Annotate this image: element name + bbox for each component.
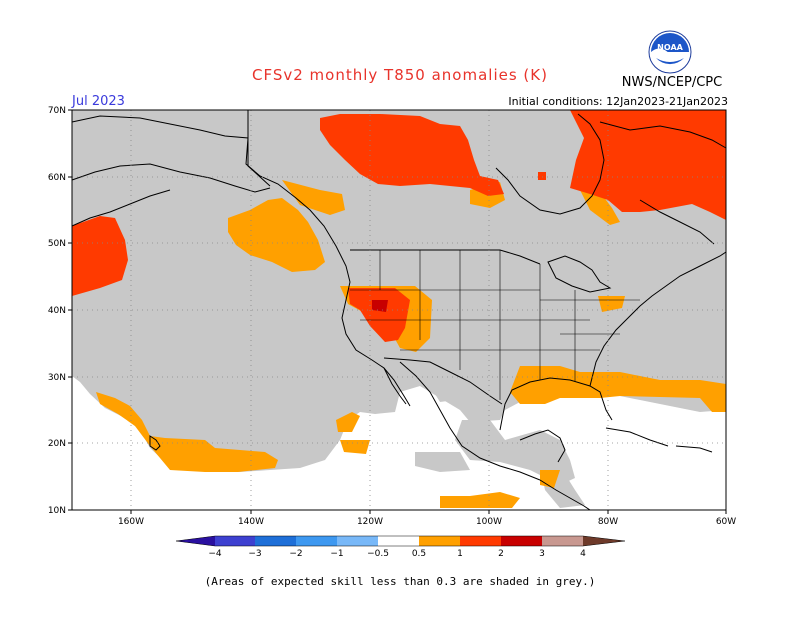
lon-label: 140W (238, 517, 264, 527)
anomaly-region (372, 300, 388, 312)
anomaly-region (538, 172, 546, 180)
anomaly-region (520, 384, 540, 392)
coastline-labrador (639, 199, 715, 245)
colorbar-tick: −4 (208, 549, 222, 559)
colorbar-tick: 0.5 (412, 549, 426, 559)
anomaly-region (228, 198, 325, 272)
lat-label: 70N (48, 106, 66, 116)
skill-mask-south-c (430, 386, 455, 402)
border-alaska-canada (247, 110, 271, 187)
anomaly-region (320, 114, 504, 196)
colorbar-swatch (501, 536, 542, 546)
coastline-east-us (589, 251, 727, 387)
tick-marks (68, 109, 727, 514)
colorbar-tick: −3 (248, 549, 261, 559)
anomaly-region (72, 216, 128, 296)
coastline-great-lakes (547, 255, 612, 293)
colorbar-swatch (542, 536, 583, 546)
lon-label: 80W (598, 517, 618, 527)
map-title: CFSv2 monthly T850 anomalies (K) (252, 66, 548, 84)
coastline-gulf (499, 377, 613, 431)
anomaly-region (440, 492, 520, 508)
colorbar-swatch (460, 536, 501, 546)
anomaly-region (340, 440, 370, 454)
colorbar-swatch (215, 536, 255, 546)
coastlines (71, 110, 727, 511)
lon-labels: 160W 140W 120W 100W 80W 60W (118, 517, 736, 527)
colorbar-tick: 3 (539, 549, 545, 559)
colorbar-low-arrow (176, 536, 215, 546)
lon-label: 120W (357, 517, 383, 527)
skill-mask-south-b (415, 452, 470, 472)
colorbar-swatch (378, 536, 419, 546)
coastline-aleutians (71, 189, 171, 227)
lat-label: 60N (48, 173, 66, 183)
coastline-west-us (341, 281, 411, 407)
anomaly-region (348, 288, 410, 342)
coastline-hudson (495, 113, 605, 215)
anomaly-region (510, 366, 726, 412)
footnote: (Areas of expected skill less than 0.3 a… (204, 575, 596, 588)
lat-labels: 70N 60N 50N 40N 30N 20N 10N (48, 106, 66, 516)
coastline-central-america (539, 479, 591, 511)
lat-label: 50N (48, 239, 66, 249)
anomaly-region (570, 110, 726, 220)
agency-label: NWS/NCEP/CPC (621, 75, 723, 90)
forecast-month: Jul 2023 (72, 94, 125, 109)
colorbar-swatch (419, 536, 460, 546)
logo-text: NOAA (657, 43, 683, 52)
colorbar-tick: −1 (330, 549, 343, 559)
anomaly-darkred-layer (372, 300, 388, 312)
colorbar-tick: 1 (457, 549, 463, 559)
anomaly-region (580, 190, 620, 225)
lat-label: 40N (48, 306, 66, 316)
coastline-hawaii (149, 435, 161, 451)
coastline-yucatan (519, 429, 566, 463)
graticule (72, 110, 726, 510)
colorbar-tick: 2 (498, 549, 504, 559)
colorbar-tick: 4 (580, 549, 586, 559)
colorbar-tick: −0.5 (367, 549, 389, 559)
state-borders (350, 250, 640, 400)
coastline-cuba (605, 427, 669, 447)
colorbar-tick: −2 (289, 549, 302, 559)
coastline-mexico-west (399, 361, 541, 481)
anomaly-region (282, 180, 345, 215)
coastline-arctic (599, 121, 727, 149)
anomaly-red-layer (72, 110, 726, 342)
coastline-baja (383, 367, 407, 405)
anomaly-region (336, 412, 360, 432)
lat-label: 30N (48, 373, 66, 383)
coastline-alaska-south (71, 163, 271, 193)
coastline-hispaniola (675, 445, 713, 453)
noaa-logo: NOAA (648, 30, 692, 74)
lat-label: 20N (48, 439, 66, 449)
anomaly-region (96, 392, 278, 472)
colorbar-high-arrow (583, 536, 625, 546)
colorbar-swatch (296, 536, 337, 546)
border-us-mexico (383, 357, 503, 405)
lon-label: 60W (716, 517, 736, 527)
initial-conditions: Initial conditions: 12Jan2023-21Jan2023 (508, 95, 728, 108)
colorbar-swatch (337, 536, 378, 546)
colorbar-swatch (255, 536, 296, 546)
lat-label: 10N (48, 506, 66, 516)
lon-label: 160W (118, 517, 144, 527)
colorbar: −4 −3 −2 −1 −0.5 0.5 1 2 3 4 (175, 535, 626, 559)
lon-label: 100W (476, 517, 502, 527)
